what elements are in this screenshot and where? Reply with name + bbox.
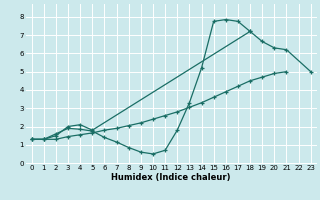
X-axis label: Humidex (Indice chaleur): Humidex (Indice chaleur) xyxy=(111,173,231,182)
